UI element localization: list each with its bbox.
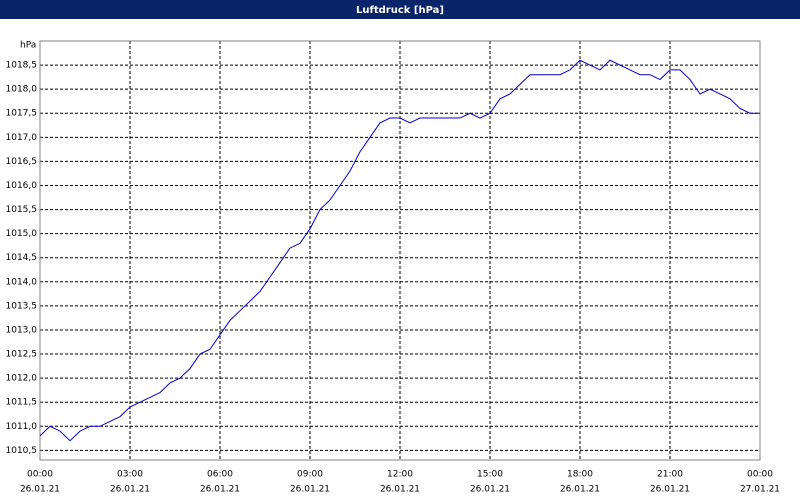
y-tick-label: 1011,5 [6,398,38,408]
x-tick-label: 21:00 [657,470,683,480]
x-tick-label: 15:00 [477,470,503,480]
y-tick-label: 1017,5 [6,109,38,119]
x-tick-label: 03:00 [117,470,143,480]
x-tick-label: 00:00 [747,470,773,480]
x-tick-date: 26.01.21 [560,485,600,495]
x-tick-date: 26.01.21 [110,485,150,495]
y-tick-label: 1014,5 [6,253,38,263]
y-tick-label: 1015,0 [6,229,38,239]
y-tick-label: 1016,5 [6,157,38,167]
x-tick-label: 00:00 [27,470,53,480]
y-tick-label: 1018,5 [6,61,38,71]
x-tick-date: 26.01.21 [650,485,690,495]
x-tick-date: 26.01.21 [470,485,510,495]
x-tick-label: 18:00 [567,470,593,480]
plot-border [39,40,761,461]
y-tick-label: 1012,5 [6,350,38,360]
x-tick-date: 26.01.21 [20,485,60,495]
x-tick-date: 26.01.21 [200,485,240,495]
y-tick-label: 1013,5 [6,301,38,311]
x-tick-label: 12:00 [387,470,413,480]
y-tick-label: 1016,0 [6,181,38,191]
x-tick-label: 06:00 [207,470,233,480]
y-tick-label: 1011,0 [6,422,38,432]
y-tick-label: 1013,0 [6,325,38,335]
x-tick-date: 27.01.21 [740,485,780,495]
y-tick-label: 1010,5 [6,446,38,456]
y-tick-label: 1015,5 [6,205,38,215]
grid [39,41,761,460]
y-tick-label: 1014,0 [6,277,38,287]
y-tick-label: 1018,0 [6,85,38,95]
y-tick-label: 1012,0 [6,374,38,384]
x-tick-label: 09:00 [297,470,323,480]
x-tick-date: 26.01.21 [380,485,420,495]
x-tick-date: 26.01.21 [290,485,330,495]
y-tick-label: 1017,0 [6,133,38,143]
y-axis-label: hPa [20,41,36,51]
data-line [39,59,760,442]
chart-title: Luftdruck [hPa] [356,5,444,16]
title-bar [0,0,800,19]
